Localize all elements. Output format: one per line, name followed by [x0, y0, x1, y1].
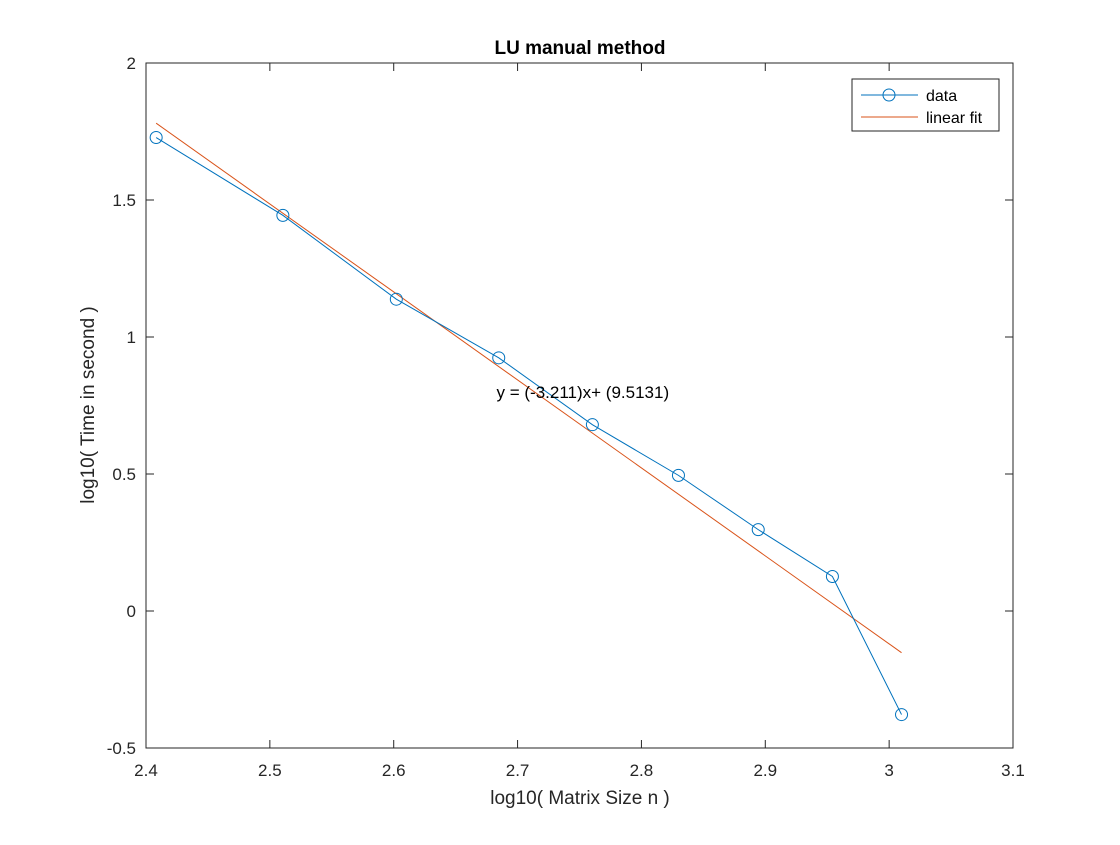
y-tick-label: -0.5	[107, 739, 136, 758]
x-tick-label: 2.8	[630, 761, 654, 780]
data-point	[492, 351, 506, 365]
data-point	[895, 708, 909, 722]
data-point	[389, 292, 403, 306]
data-point	[585, 418, 599, 432]
plot-area-frame	[145, 62, 1014, 749]
data-point	[276, 208, 290, 222]
x-tick-label: 2.6	[382, 761, 406, 780]
x-tick-label: 2.9	[753, 761, 777, 780]
y-tick-label: 1	[127, 328, 136, 347]
x-tick-label: 2.4	[134, 761, 158, 780]
x-tick-label: 3	[884, 761, 893, 780]
legend-label-data: data	[926, 88, 957, 105]
legend: data linear fit	[851, 78, 1000, 132]
x-axis-label: log10( Matrix Size n )	[490, 788, 670, 809]
legend-label-linear-fit: linear fit	[926, 110, 983, 127]
fit-equation-annotation: y = (-3.211)x+ (9.5131)	[497, 383, 670, 402]
y-tick-label: 1.5	[112, 191, 136, 210]
x-tick-label: 3.1	[1001, 761, 1025, 780]
series-line-linear-fit	[155, 122, 902, 654]
y-tick-label: 0	[127, 602, 136, 621]
chart-title: LU manual method	[494, 38, 665, 59]
series-line-data	[155, 137, 902, 715]
data-point	[149, 131, 163, 145]
data-point	[825, 569, 839, 583]
legend-marker-data	[882, 88, 896, 102]
y-tick-label: 0.5	[112, 465, 136, 484]
x-tick-label: 2.7	[506, 761, 530, 780]
y-tick-label: 2	[127, 54, 136, 73]
legend-box	[851, 78, 1000, 132]
x-tick-label: 2.5	[258, 761, 282, 780]
y-axis-label: log10( Time in second )	[78, 306, 99, 504]
data-point	[751, 523, 765, 537]
data-point	[671, 468, 685, 482]
